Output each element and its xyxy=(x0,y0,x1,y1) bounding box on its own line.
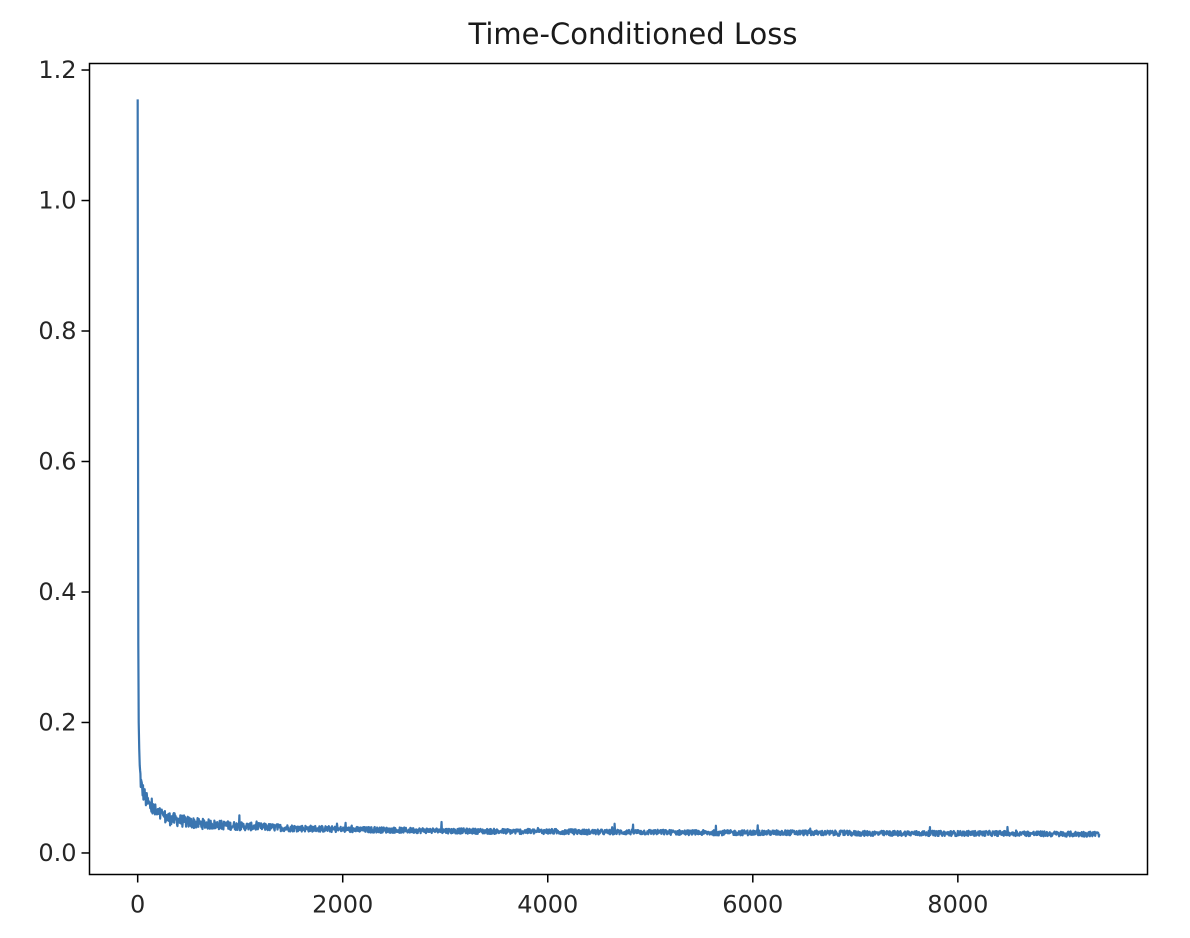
y-tick-label: 0.0 xyxy=(38,839,76,867)
y-tick-label: 1.2 xyxy=(38,56,76,84)
y-tick-label: 0.8 xyxy=(38,317,76,345)
loss-series-line xyxy=(136,99,1101,838)
x-tick-label: 2000 xyxy=(312,891,373,919)
x-tick-label: 4000 xyxy=(517,891,578,919)
x-tick-label: 8000 xyxy=(927,891,988,919)
y-tick-label: 0.4 xyxy=(38,578,76,606)
y-tick-label: 0.2 xyxy=(38,708,76,736)
plot-layer xyxy=(136,99,1101,838)
x-tick-label: 0 xyxy=(130,891,145,919)
axes-frame xyxy=(88,62,1149,876)
chart-title: Time-Conditioned Loss xyxy=(468,17,798,51)
x-tick-label: 6000 xyxy=(722,891,783,919)
y-tick-label: 1.0 xyxy=(38,187,76,215)
y-tick-label: 0.6 xyxy=(38,447,76,475)
ticks-layer: 0 2000 4000 6000 8000 0.0 0.2 0.4 0.6 0.8 1.0 1.2 xyxy=(38,56,988,918)
